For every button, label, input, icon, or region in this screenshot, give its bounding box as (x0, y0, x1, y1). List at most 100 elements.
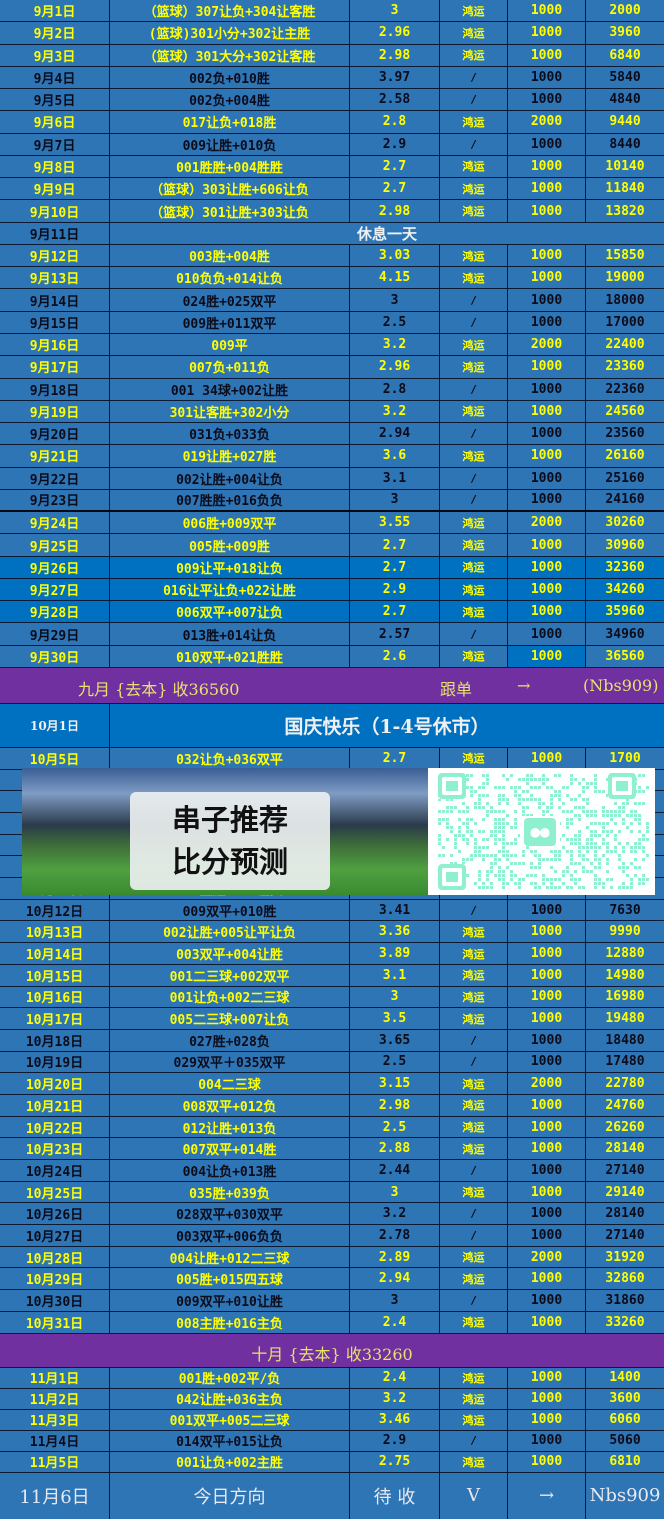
qr-module (474, 838, 477, 841)
cell-match: 001二三球+002双平 (110, 964, 350, 986)
qr-module (446, 838, 449, 841)
qr-module (602, 838, 605, 841)
qr-module (546, 886, 549, 889)
qr-module (438, 834, 441, 837)
qr-module (582, 810, 585, 813)
qr-module (462, 858, 465, 861)
qr-module (622, 822, 625, 825)
qr-module (450, 854, 453, 857)
qr-module (502, 774, 505, 777)
qr-module (438, 810, 441, 813)
qr-module (466, 874, 469, 877)
qr-module (538, 858, 541, 861)
qr-module (570, 782, 573, 785)
cell-match: 007胜胜+016负负 (110, 489, 350, 511)
qr-module (454, 838, 457, 841)
qr-module (558, 798, 561, 801)
qr-module (466, 778, 469, 781)
qr-module (586, 838, 589, 841)
qr-module (466, 858, 469, 861)
cell-total: 10140 (605, 158, 645, 174)
table-row: 9月16日 009平 3.2 鸿运 2000 22400 (0, 333, 664, 357)
qr-module (474, 822, 477, 825)
cell-match: 029双平＋035双平 (110, 1051, 350, 1073)
cell-odds: 2.9 (350, 133, 440, 155)
qr-code[interactable]: ●● (428, 768, 655, 895)
cell-date: 9月29日 (0, 623, 110, 645)
qr-module (618, 854, 621, 857)
qr-module (524, 818, 556, 846)
qr-module (642, 882, 645, 885)
qr-module (534, 866, 537, 869)
cell-result: 鸿运 (440, 512, 508, 534)
qr-module (482, 854, 485, 857)
qr-module (566, 866, 569, 869)
cell-date: 9月1日 (0, 0, 110, 22)
qr-module (486, 774, 489, 777)
qr-module (546, 878, 549, 881)
table-row: 10月21日 008双平+012负 2.98 鸿运 1000 24760 (0, 1094, 664, 1117)
cell-odds: 2.88 (350, 1138, 440, 1160)
qr-module (522, 814, 525, 817)
qr-module (618, 810, 621, 813)
cell-stake: 1000 (508, 601, 586, 623)
qr-module (638, 830, 641, 833)
cell-match: 001 34球+002让胜 (110, 378, 350, 400)
qr-module (570, 818, 573, 821)
qr-module (622, 862, 625, 865)
cell-stake: 1000 (508, 244, 586, 267)
qr-module (490, 806, 493, 809)
cell-stake: 2000 (508, 512, 586, 534)
cell-odds: 3.2 (350, 1388, 440, 1409)
qr-module (466, 822, 469, 825)
cell-total: 5840 (609, 69, 641, 85)
qr-module (490, 810, 493, 813)
qr-module (502, 830, 505, 833)
cell-odds: 3.2 (350, 400, 440, 423)
cell-total: 9990 (609, 924, 641, 940)
cell-result: 鸿运 (440, 1073, 508, 1094)
qr-module (598, 834, 601, 837)
qr-module (598, 862, 601, 865)
qr-module (550, 786, 553, 789)
table-row: 10月20日 004二三球 3.15 鸿运 2000 22780 (0, 1073, 664, 1095)
qr-module (498, 826, 501, 829)
qr-module (638, 866, 641, 869)
qr-module (610, 818, 613, 821)
cell-result: 鸿运 (440, 747, 508, 769)
qr-module (542, 810, 545, 813)
cell-result: 鸿运 (440, 556, 508, 578)
cell-date: 10月24日 (0, 1160, 110, 1181)
promo-banner[interactable]: 串子推荐 比分预测 ●● (22, 768, 655, 895)
qr-module (470, 854, 473, 857)
cell-match: 035胜+039负 (110, 1181, 350, 1203)
cell-date: 10月23日 (0, 1138, 110, 1160)
qr-module (570, 774, 573, 777)
cell-total: 13820 (605, 203, 645, 219)
qr-module (506, 778, 509, 781)
qr-module (514, 882, 517, 885)
cell-stake: 1000 (508, 986, 586, 1008)
arrow-icon: → (517, 675, 531, 695)
cell-date: 9月21日 (0, 445, 110, 467)
qr-module (458, 818, 461, 821)
cell-result: 鸿运 (440, 1388, 508, 1409)
qr-module (578, 846, 581, 849)
qr-module (610, 886, 613, 889)
qr-module (454, 862, 457, 865)
cell-match: 009双平+010胜 (110, 899, 350, 921)
table-row: 10月24日 004让负+013胜 2.44/1000 27140 (0, 1160, 664, 1182)
cell-result: 鸿运 (440, 244, 508, 267)
qr-module (642, 834, 645, 837)
cell-total: 33260 (605, 1314, 645, 1330)
cell-date: 9月8日 (0, 155, 110, 178)
cell-date: 11月3日 (0, 1409, 110, 1430)
table-row: 9月22日 002让胜+004让负 3.1/1000 25160 (0, 467, 664, 490)
qr-module (486, 802, 489, 805)
qr-module (438, 822, 441, 825)
cell-result: 鸿运 (440, 445, 508, 467)
qr-module (618, 814, 621, 817)
cell-result: 鸿运 (440, 0, 508, 22)
cell-match: (篮球)301小分+302让主胜 (110, 22, 350, 44)
qr-module (506, 850, 509, 853)
